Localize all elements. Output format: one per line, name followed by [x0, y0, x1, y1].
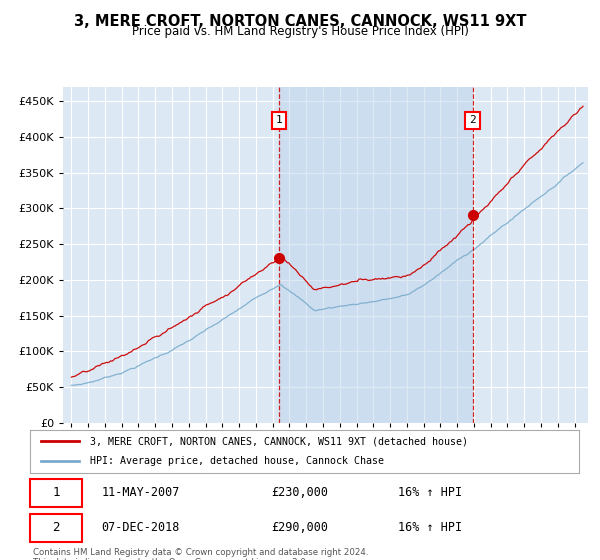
Text: 16% ↑ HPI: 16% ↑ HPI [398, 486, 462, 500]
FancyBboxPatch shape [30, 479, 82, 507]
Text: Contains HM Land Registry data © Crown copyright and database right 2024.
This d: Contains HM Land Registry data © Crown c… [33, 548, 368, 560]
Text: 07-DEC-2018: 07-DEC-2018 [101, 521, 180, 534]
Text: 2: 2 [52, 521, 59, 534]
Text: 1: 1 [275, 115, 282, 125]
Text: £290,000: £290,000 [272, 521, 329, 534]
Bar [279, 87, 473, 423]
Text: HPI: Average price, detached house, Cannock Chase: HPI: Average price, detached house, Cann… [91, 456, 385, 466]
Text: 2: 2 [469, 115, 476, 125]
Text: Price paid vs. HM Land Registry's House Price Index (HPI): Price paid vs. HM Land Registry's House … [131, 25, 469, 38]
Text: 16% ↑ HPI: 16% ↑ HPI [398, 521, 462, 534]
FancyBboxPatch shape [30, 514, 82, 542]
Text: 3, MERE CROFT, NORTON CANES, CANNOCK, WS11 9XT: 3, MERE CROFT, NORTON CANES, CANNOCK, WS… [74, 14, 526, 29]
Text: 1: 1 [52, 486, 59, 500]
Text: £230,000: £230,000 [272, 486, 329, 500]
Text: 3, MERE CROFT, NORTON CANES, CANNOCK, WS11 9XT (detached house): 3, MERE CROFT, NORTON CANES, CANNOCK, WS… [91, 436, 469, 446]
Text: 11-MAY-2007: 11-MAY-2007 [101, 486, 180, 500]
